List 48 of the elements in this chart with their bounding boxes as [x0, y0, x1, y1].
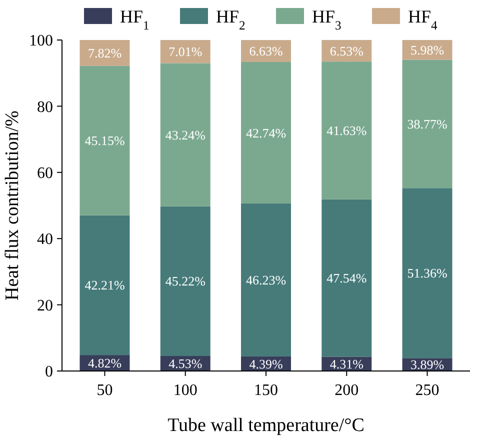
legend-label: HF$_{3}$ [312, 6, 342, 32]
data-label: 45.22% [165, 274, 206, 289]
legend-label: HF$_{1}$ [120, 6, 150, 32]
x-tick-label: 200 [334, 382, 359, 399]
y-axis-title: Heat flux contribution/% [2, 110, 23, 300]
bar [322, 62, 372, 200]
data-label: 7.82% [88, 45, 122, 60]
data-label: 5.98% [410, 42, 444, 58]
bar [402, 60, 452, 188]
bar [322, 199, 372, 357]
data-label: 7.01% [168, 44, 202, 60]
data-label: 6.53% [330, 43, 364, 58]
data-label: 43.24% [165, 127, 206, 142]
data-label: 6.63% [249, 44, 283, 59]
bar [160, 63, 210, 206]
bar [160, 206, 210, 356]
y-tick-label: 40 [37, 231, 53, 248]
data-label: 45.15% [84, 133, 125, 148]
data-label: 42.74% [246, 125, 286, 140]
data-label: 51.36% [407, 266, 448, 281]
x-tick-label: 100 [173, 382, 198, 399]
x-tick-label: 250 [415, 382, 440, 399]
legend-label: HF$_{4}$ [408, 6, 438, 32]
bar [241, 203, 291, 356]
x-axis-title: Tube wall temperature/°C [168, 415, 364, 436]
data-label: 4.39% [249, 356, 283, 372]
data-label: 41.63% [326, 123, 367, 138]
x-tick-label: 50 [96, 382, 113, 399]
bar [80, 40, 130, 66]
y-tick-label: 100 [29, 32, 53, 50]
data-label: 4.82% [88, 356, 122, 371]
data-label: 38.77% [407, 116, 448, 132]
bar [402, 188, 452, 358]
data-label: 4.53% [168, 356, 202, 372]
data-label: 4.31% [330, 356, 364, 372]
data-label: 46.23% [246, 272, 286, 288]
y-tick-label: 80 [37, 98, 53, 116]
bar [80, 66, 130, 216]
data-label: 42.21% [84, 278, 125, 293]
x-tick-label: 150 [254, 382, 278, 399]
bar [80, 215, 130, 356]
data-label: 3.89% [410, 357, 444, 372]
legend-label: HF$_{2}$ [216, 6, 246, 32]
bar [241, 62, 291, 204]
y-tick-label: 20 [37, 297, 53, 314]
data-label: 47.54% [326, 270, 367, 286]
y-tick-label: 60 [37, 165, 53, 182]
y-tick-label: 0 [45, 364, 53, 381]
